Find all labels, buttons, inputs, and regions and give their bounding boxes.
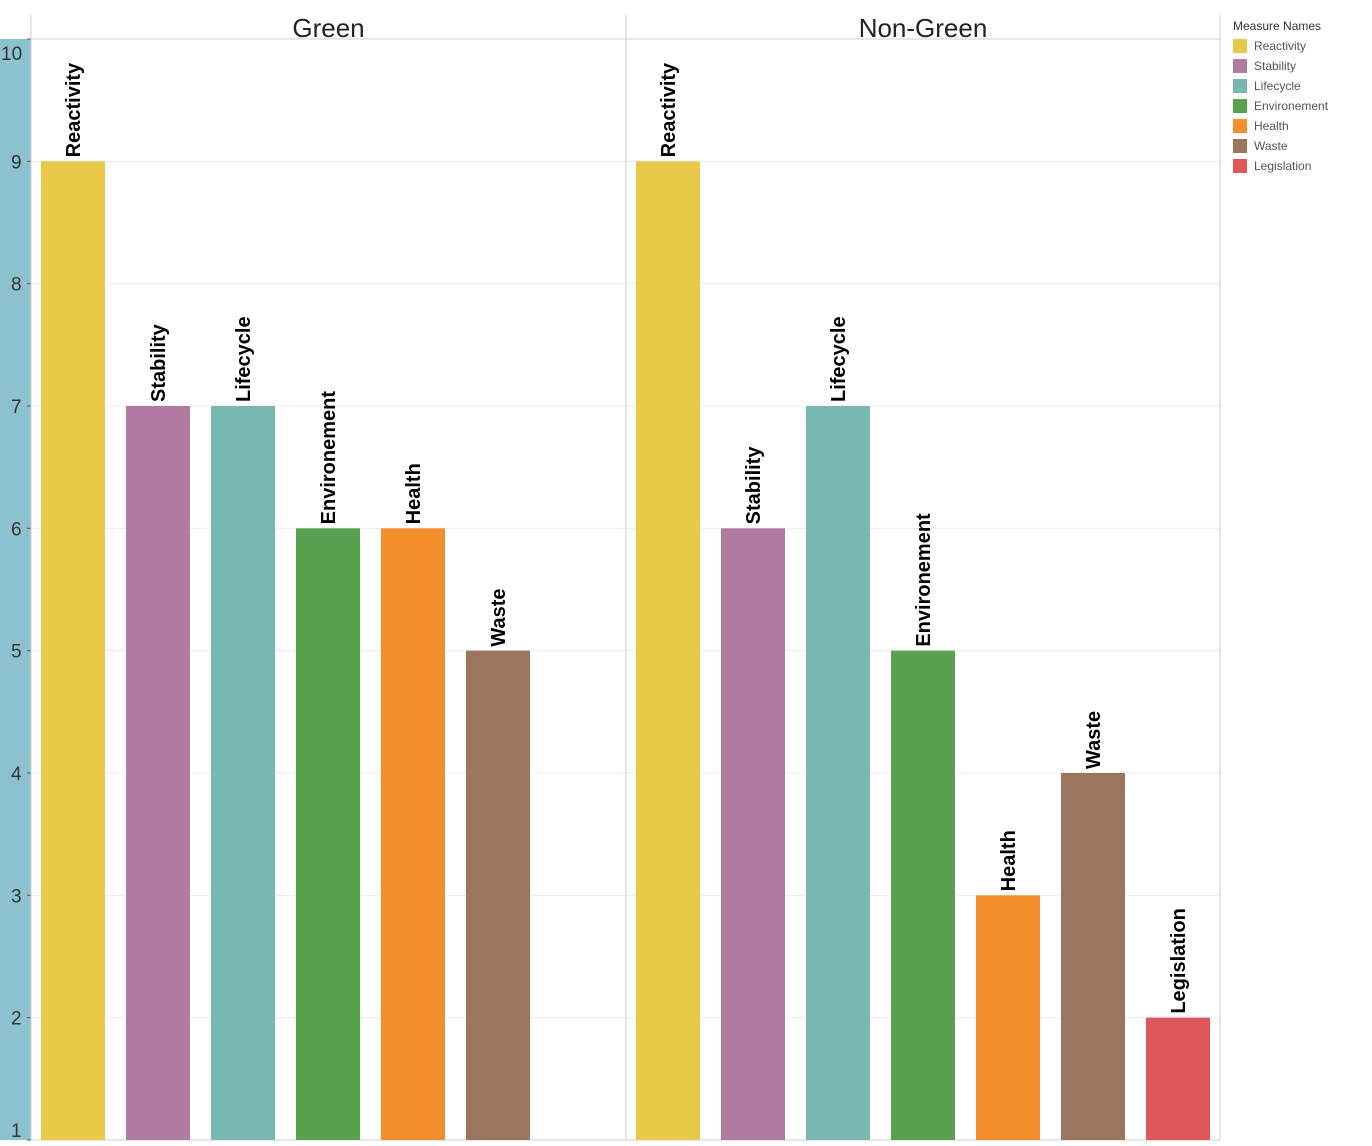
legend-label: Stability — [1254, 59, 1297, 73]
legend-item[interactable]: Health — [1233, 116, 1368, 136]
y-tick-label: 7 — [11, 397, 22, 418]
bar-label: Health — [403, 463, 425, 524]
bar-label: Lifecycle — [233, 316, 255, 402]
bar-label: Lifecycle — [828, 316, 850, 402]
legend-item[interactable]: Legislation — [1233, 156, 1368, 176]
bar-stability — [721, 528, 785, 1140]
y-tick-label: 3 — [11, 886, 22, 907]
bar-environement — [296, 528, 360, 1140]
y-tick-label: 8 — [11, 275, 22, 296]
legend-label: Legislation — [1254, 159, 1312, 173]
bar-label: Waste — [488, 588, 510, 646]
bar-label: Reactivity — [63, 62, 85, 157]
legend-swatch — [1233, 39, 1247, 53]
legend-swatch — [1233, 99, 1247, 113]
bar-label: Reactivity — [658, 62, 680, 157]
legend-swatch — [1233, 79, 1247, 93]
legend-label: Waste — [1254, 139, 1288, 153]
legend-label: Reactivity — [1254, 39, 1307, 53]
bar-waste — [466, 650, 530, 1140]
bar-label: Waste — [1083, 711, 1105, 769]
legend-swatch — [1233, 119, 1247, 133]
bar-stability — [126, 406, 190, 1140]
legend-label: Lifecycle — [1254, 79, 1301, 93]
y-tick-label: 4 — [11, 764, 22, 785]
bar-environement — [891, 650, 955, 1140]
legend-item[interactable]: Reactivity — [1233, 36, 1368, 56]
legend-item[interactable]: Waste — [1233, 136, 1368, 156]
bar-health — [976, 895, 1040, 1140]
legend-item[interactable]: Stability — [1233, 56, 1368, 76]
bar-lifecycle — [806, 406, 870, 1140]
y-tick-label: 5 — [11, 642, 22, 663]
bar-lifecycle — [211, 406, 275, 1140]
legend-swatch — [1233, 159, 1247, 173]
panel-title: Non-Green — [859, 13, 988, 43]
y-tick-label: 2 — [11, 1009, 22, 1030]
bar-label: Environement — [318, 391, 340, 525]
bar-label: Environement — [913, 513, 935, 647]
legend-swatch — [1233, 139, 1247, 153]
bar-label: Health — [998, 830, 1020, 891]
bar-label: Stability — [743, 446, 765, 525]
legend-label: Environement — [1254, 99, 1329, 113]
legend-item[interactable]: Environement — [1233, 96, 1368, 116]
bar-reactivity — [41, 161, 105, 1141]
bar-waste — [1061, 773, 1125, 1140]
y-tick-label: 9 — [11, 152, 22, 173]
legend-item[interactable]: Lifecycle — [1233, 76, 1368, 96]
y-tick-label: 1 — [11, 1121, 22, 1141]
legend-label: Health — [1254, 119, 1289, 133]
legend: Measure Names Reactivity Stability Lifecyc… — [1233, 19, 1368, 176]
y-axis-band — [0, 39, 31, 1140]
panel-title: Green — [292, 13, 364, 43]
legend-items: Reactivity Stability Lifecycle Environement… — [1233, 36, 1368, 176]
y-tick-label: 10 — [1, 44, 22, 65]
bar-health — [381, 528, 445, 1140]
legend-title: Measure Names — [1233, 19, 1322, 33]
y-tick-label: 6 — [11, 519, 22, 540]
bar-legislation — [1146, 1017, 1210, 1140]
legend-swatch — [1233, 59, 1247, 73]
bar-label: Stability — [148, 323, 170, 402]
bar-label: Legislation — [1168, 908, 1190, 1014]
bar-reactivity — [636, 161, 700, 1141]
